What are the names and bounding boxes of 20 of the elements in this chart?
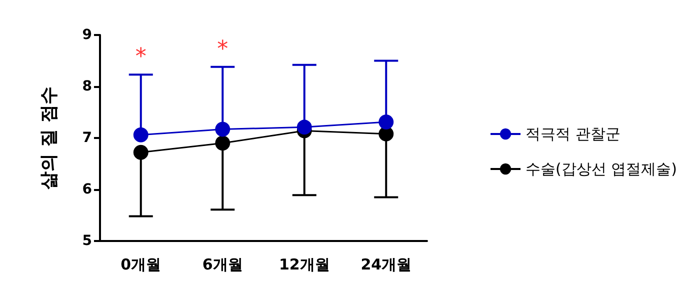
x-tick-label: 24개월 [360, 256, 412, 274]
y-tick-label: 7 [82, 130, 92, 146]
point [215, 122, 230, 137]
point [378, 114, 394, 130]
x-tick-label: 0개월 [120, 256, 162, 274]
y-tick-label: 5 [82, 233, 92, 249]
point [133, 144, 148, 160]
y-tick-label: 6 [82, 182, 92, 198]
annotation: * [135, 44, 146, 70]
point [215, 136, 230, 151]
point [133, 127, 148, 142]
legend-label: 적극적 관찰군 [526, 125, 620, 143]
y-tick-label: 9 [82, 27, 92, 43]
y-axis-title: 삶의 질 점수 [38, 86, 60, 190]
annotation: * [217, 36, 228, 62]
x-tick-label: 12개월 [278, 256, 330, 274]
x-tick-label: 6개월 [202, 256, 243, 274]
point [296, 120, 312, 135]
y-tick-label: 8 [82, 78, 92, 94]
legend-label: 수술(갑상선 엽절제술) [526, 160, 678, 178]
